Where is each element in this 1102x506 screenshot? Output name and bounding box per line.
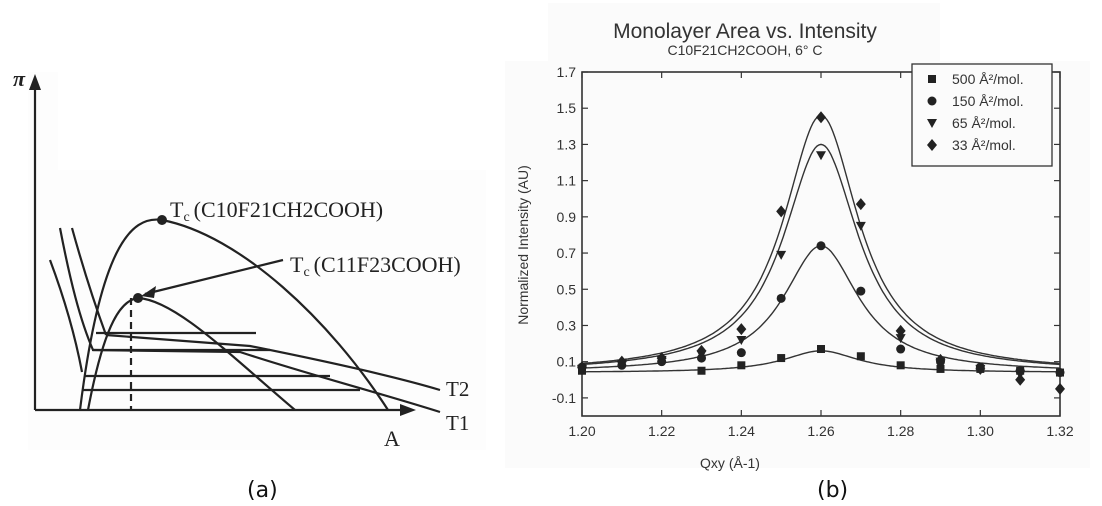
data-point-series-1 <box>816 241 826 251</box>
data-point-series-3 <box>616 355 627 368</box>
data-point-series-1 <box>736 348 746 358</box>
isotherm-t1 <box>92 348 441 414</box>
data-point-series-0 <box>697 366 706 375</box>
legend-marker <box>927 119 937 128</box>
data-point-series-1 <box>896 344 906 354</box>
isotherm-steep-3 <box>70 227 108 336</box>
data-point-series-2 <box>895 334 906 344</box>
isotherm-t2 <box>105 333 441 392</box>
data-point-series-3 <box>1015 373 1026 386</box>
label-tc-c11: Tc (C11F23COOH) <box>290 252 461 280</box>
x-tick-label: 1.32 <box>1046 423 1073 439</box>
x-tick-label: 1.28 <box>887 423 914 439</box>
data-point-series-3 <box>895 324 906 337</box>
chart-subtitle: C10F21CH2COOH, 6° C <box>668 42 823 58</box>
y-tick-label: 1.5 <box>557 100 577 116</box>
panel-b-corner-cut-right <box>940 3 1090 61</box>
data-point-series-0 <box>817 345 825 354</box>
data-point-series-3 <box>816 111 826 124</box>
legend-label: 150 Å²/mol. <box>952 93 1024 109</box>
critical-arrowhead <box>141 286 156 298</box>
isotherm-steep-2 <box>48 259 84 373</box>
data-point-series-3 <box>776 205 787 218</box>
area-axis-arrow <box>400 404 416 416</box>
pi-axis-label: π <box>13 66 26 91</box>
legend-label: 500 Å²/mol. <box>952 71 1024 87</box>
pi-axis-arrow <box>29 74 41 90</box>
critical-point-c10 <box>157 215 167 225</box>
isotherm-steep-1 <box>58 227 95 351</box>
caption-b: (b) <box>817 478 849 503</box>
y-tick-label: 0.1 <box>557 354 577 370</box>
critical-point-c11 <box>133 293 143 303</box>
data-point-series-3 <box>1055 382 1065 395</box>
data-point-series-2 <box>816 151 826 161</box>
data-point-series-3 <box>975 362 986 375</box>
data-point-series-0 <box>896 361 905 370</box>
fit-curve-2 <box>581 143 1061 366</box>
critical-arrow <box>144 258 284 296</box>
label-t1: T1 <box>446 411 469 435</box>
y-tick-label: 0.7 <box>557 245 577 261</box>
y-tick-label: 1.3 <box>557 136 577 152</box>
y-tick-label: 1.1 <box>557 173 577 189</box>
data-point-series-3 <box>855 198 866 211</box>
data-point-series-2 <box>736 335 747 345</box>
legend-label: 65 Å²/mol. <box>952 115 1016 131</box>
y-tick-label: -0.1 <box>552 390 576 406</box>
chart-title: Monolayer Area vs. Intensity <box>613 20 877 43</box>
data-point-series-0 <box>777 354 786 363</box>
legend-marker <box>928 75 936 83</box>
x-tick-label: 1.24 <box>728 423 755 439</box>
area-axis-label: A <box>384 426 400 451</box>
data-point-series-3 <box>696 344 707 357</box>
y-axis-label: Normalized Intensity (AU) <box>515 165 531 325</box>
legend-marker <box>927 96 937 106</box>
data-point-series-3 <box>736 323 747 336</box>
data-point-series-2 <box>855 221 866 231</box>
data-point-series-1 <box>1055 368 1065 378</box>
y-tick-label: 1.7 <box>557 64 577 80</box>
x-axis-label: Qxy (Å-1) <box>700 455 760 471</box>
data-point-series-0 <box>856 352 865 361</box>
data-point-series-3 <box>577 361 587 374</box>
data-point-series-0 <box>737 361 746 370</box>
data-point-series-3 <box>656 352 667 365</box>
data-point-series-0 <box>936 364 945 373</box>
x-tick-label: 1.20 <box>568 423 595 439</box>
panel-b-corner-cut <box>505 3 548 61</box>
label-t2: T2 <box>446 377 469 401</box>
x-tick-label: 1.26 <box>807 423 834 439</box>
y-tick-label: 0.5 <box>557 281 577 297</box>
legend-label: 33 Å²/mol. <box>952 137 1016 153</box>
data-point-series-3 <box>935 353 946 366</box>
legend-marker <box>927 139 937 151</box>
y-tick-label: 0.9 <box>557 209 577 225</box>
data-point-series-1 <box>776 293 786 303</box>
data-point-series-1 <box>856 286 866 296</box>
x-tick-label: 1.30 <box>967 423 994 439</box>
caption-a: (a) <box>247 478 278 503</box>
x-tick-label: 1.22 <box>648 423 675 439</box>
label-tc-c10: Tc (C10F21CH2COOH) <box>170 197 383 225</box>
data-point-series-2 <box>776 250 787 260</box>
y-tick-label: 0.3 <box>557 317 577 333</box>
